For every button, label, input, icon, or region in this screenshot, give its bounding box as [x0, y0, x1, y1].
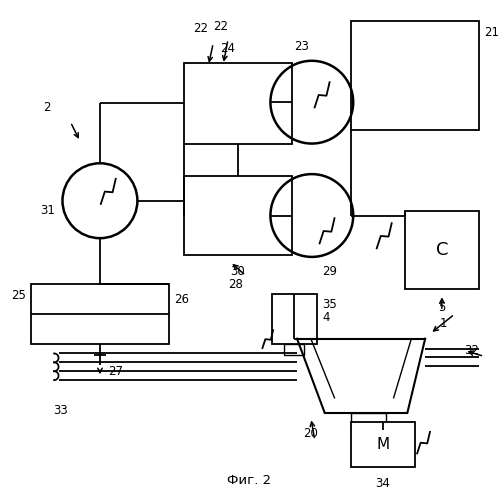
Bar [405, 210, 478, 290]
Text: 33: 33 [53, 404, 68, 416]
Bar [183, 176, 292, 255]
Text: 25: 25 [11, 290, 26, 302]
Bar [183, 63, 292, 144]
Text: 27: 27 [108, 366, 123, 378]
Bar [351, 22, 478, 130]
Bar [351, 412, 385, 430]
Text: M: M [375, 436, 389, 452]
Text: 30: 30 [230, 265, 245, 278]
Text: 28: 28 [227, 278, 242, 290]
Text: 21: 21 [483, 26, 498, 40]
Text: 23: 23 [294, 40, 309, 53]
Text: 26: 26 [173, 293, 188, 306]
Text: 22: 22 [193, 22, 208, 35]
Text: 32: 32 [463, 344, 478, 356]
Bar [284, 344, 303, 355]
Text: 22: 22 [213, 20, 228, 33]
Text: 29: 29 [321, 265, 336, 278]
Text: 24: 24 [220, 42, 235, 55]
Bar [31, 284, 168, 344]
Text: 4: 4 [322, 311, 330, 324]
Text: 35: 35 [321, 298, 336, 310]
Bar [272, 294, 316, 344]
Text: 31: 31 [40, 204, 55, 217]
Text: Фиг. 2: Фиг. 2 [226, 474, 270, 486]
Text: 20: 20 [303, 428, 318, 440]
Text: 1: 1 [439, 318, 446, 330]
Bar [351, 422, 414, 467]
Text: 5: 5 [437, 301, 445, 314]
Text: 2: 2 [43, 100, 50, 114]
Text: 34: 34 [375, 476, 389, 490]
Text: C: C [435, 241, 447, 259]
